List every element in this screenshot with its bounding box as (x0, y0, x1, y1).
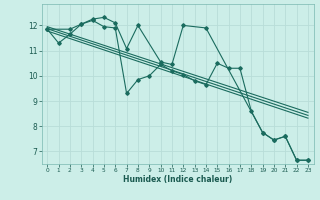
X-axis label: Humidex (Indice chaleur): Humidex (Indice chaleur) (123, 175, 232, 184)
